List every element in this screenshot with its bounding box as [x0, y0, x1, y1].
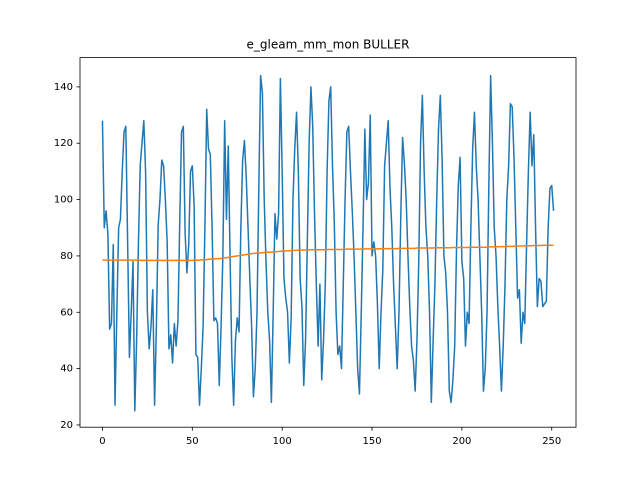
x-tick-label: 200 — [452, 436, 471, 447]
x-tick-label: 100 — [273, 436, 292, 447]
plot-frame — [79, 57, 577, 428]
x-tick-label: 250 — [542, 436, 561, 447]
chart-title: e_gleam_mm_mon BULLER — [247, 38, 410, 52]
y-tick-label: 80 — [60, 251, 73, 262]
y-tick-label: 100 — [54, 195, 73, 206]
y-tick-label: 140 — [54, 82, 73, 93]
data-line — [101, 74, 555, 412]
y-tick-label: 60 — [60, 307, 73, 318]
y-tick-label: 40 — [60, 364, 73, 375]
x-tick-label: 50 — [186, 436, 199, 447]
y-tick-label: 120 — [54, 138, 73, 149]
x-tick-label: 0 — [99, 436, 105, 447]
y-tick-label: 20 — [60, 420, 73, 431]
x-tick-label: 150 — [362, 436, 381, 447]
data-line — [102, 244, 554, 262]
